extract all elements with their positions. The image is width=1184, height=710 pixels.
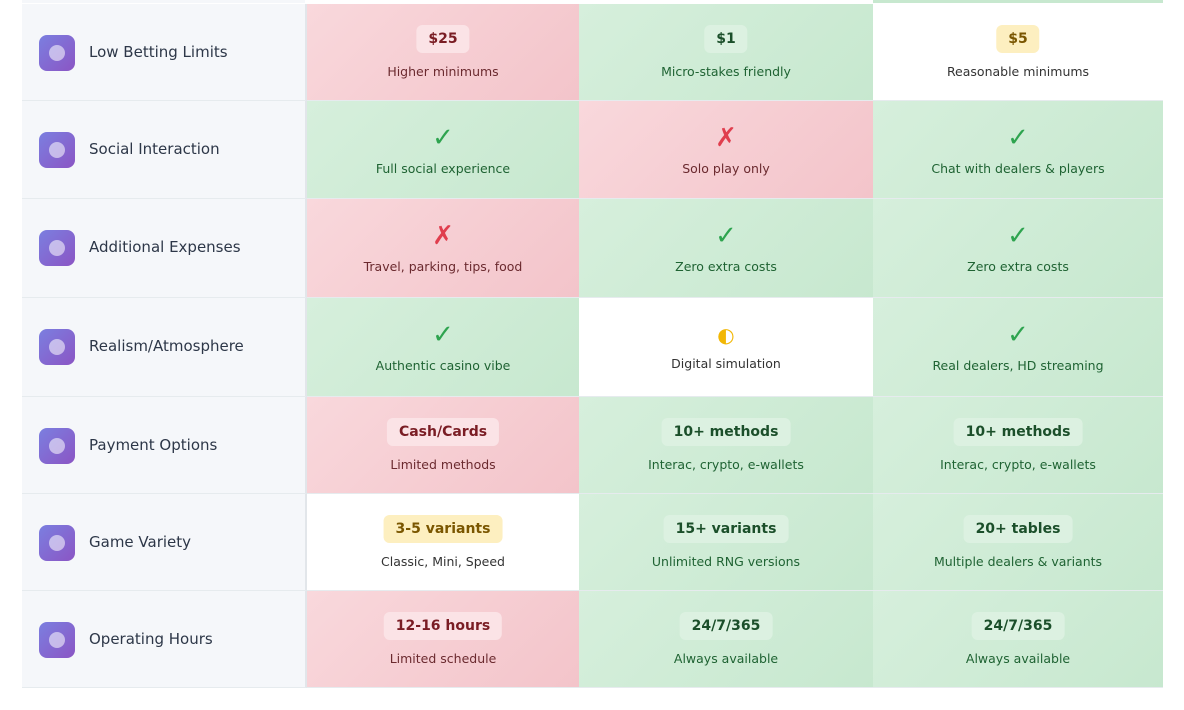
value-badge: 24/7/365 <box>971 612 1065 640</box>
value-note: Interac, crypto, e-wallets <box>940 457 1096 472</box>
row-icon <box>39 525 75 561</box>
value-badge: 20+ tables <box>963 515 1073 543</box>
value-note: Full social experience <box>375 161 511 176</box>
value-cell: 20+ tables Multiple dealers & variants <box>873 494 1163 591</box>
value-note: Zero extra costs <box>967 259 1069 274</box>
value-cell: 10+ methods Interac, crypto, e-wallets <box>873 397 1163 494</box>
status-icon: ✓ <box>1007 123 1029 153</box>
value-note: Reasonable minimums <box>946 64 1090 79</box>
value-note: Real dealers, HD streaming <box>932 358 1104 373</box>
value-cell: 3-5 variants Classic, Mini, Speed <box>307 494 579 591</box>
value-badge: 3-5 variants <box>383 515 503 543</box>
value-badge: $25 <box>416 25 470 53</box>
value-cell: ✗ Solo play only <box>579 101 873 199</box>
value-note: Always available <box>673 651 779 666</box>
value-cell: ✓ Zero extra costs <box>579 199 873 298</box>
value-note: Interac, crypto, e-wallets <box>648 457 804 472</box>
value-note: Always available <box>965 651 1071 666</box>
row-icon <box>39 428 75 464</box>
top-strip <box>22 0 305 3</box>
row-header: Realism/Atmosphere <box>22 298 307 397</box>
row-icon <box>39 329 75 365</box>
row-label: Payment Options <box>89 436 218 454</box>
row-header: Game Variety <box>22 494 307 591</box>
value-cell: 12-16 hours Limited schedule <box>307 591 579 688</box>
value-badge: 15+ variants <box>663 515 789 543</box>
value-cell: ✓ Chat with dealers & players <box>873 101 1163 199</box>
value-cell: ✓ Zero extra costs <box>873 199 1163 298</box>
value-cell: $1 Micro-stakes friendly <box>579 4 873 101</box>
value-cell: 15+ variants Unlimited RNG versions <box>579 494 873 591</box>
value-cell: ✗ Travel, parking, tips, food <box>307 199 579 298</box>
value-note: Digital simulation <box>671 356 781 371</box>
value-note: Classic, Mini, Speed <box>381 554 505 569</box>
row-header: Additional Expenses <box>22 199 307 298</box>
row-label: Social Interaction <box>89 140 220 158</box>
value-note: Unlimited RNG versions <box>651 554 801 569</box>
row-header: Operating Hours <box>22 591 307 688</box>
row-icon <box>39 35 75 71</box>
value-cell: ✓ Full social experience <box>307 101 579 199</box>
value-badge: Cash/Cards <box>386 418 500 446</box>
value-cell: 10+ methods Interac, crypto, e-wallets <box>579 397 873 494</box>
value-cell: ✓ Real dealers, HD streaming <box>873 298 1163 397</box>
value-badge: $1 <box>704 25 748 53</box>
row-icon <box>39 132 75 168</box>
value-badge: 24/7/365 <box>679 612 773 640</box>
row-header: Payment Options <box>22 397 307 494</box>
value-cell: $5 Reasonable minimums <box>873 4 1163 101</box>
value-note: Higher minimums <box>387 64 499 79</box>
value-cell: Cash/Cards Limited methods <box>307 397 579 494</box>
row-icon <box>39 230 75 266</box>
row-label: Game Variety <box>89 533 192 551</box>
status-icon: ✓ <box>1007 221 1029 251</box>
value-note: Solo play only <box>682 161 770 176</box>
status-icon: ◐ <box>717 323 735 347</box>
value-cell: 24/7/365 Always available <box>579 591 873 688</box>
row-header: Low Betting Limits <box>22 4 307 101</box>
value-note: Authentic casino vibe <box>375 358 511 373</box>
value-note: Zero extra costs <box>675 259 777 274</box>
value-note: Multiple dealers & variants <box>933 554 1103 569</box>
row-label: Low Betting Limits <box>89 43 228 61</box>
value-note: Limited methods <box>390 457 496 472</box>
value-note: Micro-stakes friendly <box>661 64 791 79</box>
row-icon <box>39 622 75 658</box>
status-icon: ✗ <box>432 221 454 251</box>
status-icon: ✓ <box>715 221 737 251</box>
value-note: Travel, parking, tips, food <box>363 259 523 274</box>
value-note: Chat with dealers & players <box>931 161 1105 176</box>
status-icon: ✓ <box>432 320 454 350</box>
status-icon: ✓ <box>1007 320 1029 350</box>
value-cell: ✓ Authentic casino vibe <box>307 298 579 397</box>
value-badge: 12-16 hours <box>383 612 503 640</box>
status-icon: ✓ <box>432 123 454 153</box>
value-badge: 10+ methods <box>661 418 791 446</box>
row-label: Operating Hours <box>89 630 213 648</box>
row-label: Realism/Atmosphere <box>89 337 244 355</box>
row-header: Social Interaction <box>22 101 307 199</box>
value-badge: $5 <box>996 25 1040 53</box>
row-label: Additional Expenses <box>89 238 241 256</box>
value-badge: 10+ methods <box>953 418 1083 446</box>
value-cell: 24/7/365 Always available <box>873 591 1163 688</box>
value-cell: ◐ Digital simulation <box>579 298 873 397</box>
value-note: Limited schedule <box>389 651 497 666</box>
top-strip <box>873 0 1163 3</box>
status-icon: ✗ <box>715 123 737 153</box>
value-cell: $25 Higher minimums <box>307 4 579 101</box>
